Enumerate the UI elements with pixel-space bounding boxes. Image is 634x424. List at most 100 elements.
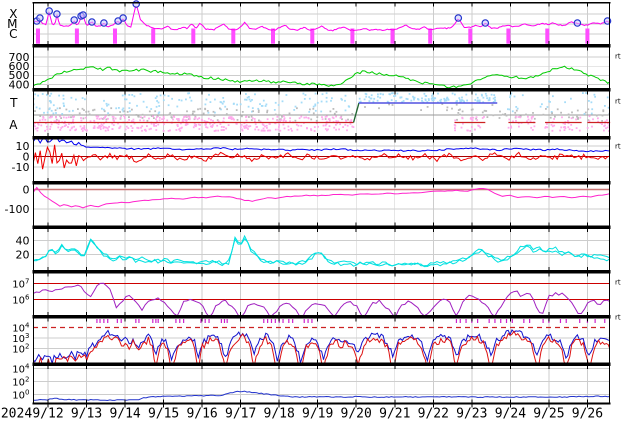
y-axis-label: -10: [12, 161, 30, 174]
bz-component-line: [33, 144, 610, 170]
ta-scatter: [33, 92, 610, 132]
y-axis-label: 104: [12, 362, 30, 375]
data-gap-bar: [390, 28, 395, 44]
panel-grid: [33, 366, 610, 403]
flare-marker-icon: [45, 7, 54, 15]
data-gap-bar: [310, 28, 315, 44]
y-axis-label: 102: [12, 375, 29, 388]
x-axis-day-label: 9/12: [32, 407, 63, 422]
x-axis-day-label: 9/17: [225, 407, 256, 422]
flare-marker-icon: [119, 14, 127, 22]
y-axis-label: 500: [9, 69, 30, 82]
y-axis-label: 20: [16, 248, 30, 261]
flare-marker-icon: [100, 19, 108, 27]
y-axis-label: 10: [16, 140, 30, 153]
xray-flux-line: [33, 5, 610, 32]
y-axis-label: T: [9, 96, 18, 110]
x-axis-day-label: 9/21: [379, 407, 410, 422]
x-axis-day-label: 9/23: [456, 407, 487, 422]
flux-red-line: [33, 330, 610, 363]
y-axis-labels: XMC700600500400TA100-100-100402010710610…: [5, 7, 31, 401]
x-axis-day-label: 9/18: [264, 407, 295, 422]
flare-marker-icon: [70, 16, 79, 24]
dst-line: [33, 186, 610, 209]
x-axis-day-label: 9/26: [572, 407, 603, 422]
y-axis-label: 0: [23, 183, 30, 196]
panel-electron-flux: [33, 273, 610, 315]
rt-label: rt: [615, 53, 621, 61]
density-line: [33, 237, 610, 268]
rt-label: rt: [615, 143, 621, 151]
flare-marker-icon: [53, 10, 61, 18]
panel-temp-anisotropy: [32, 91, 611, 136]
panel-dst-index: [33, 184, 610, 226]
data-gap-bar: [350, 28, 355, 44]
flare-marker-icon: [88, 18, 96, 26]
bt-total-field-line: [33, 139, 610, 153]
panel-solar-wind-speed: [33, 47, 610, 88]
x-axis-day-label: 9/15: [148, 407, 179, 422]
y-axis-label: X: [9, 7, 17, 21]
data-gap-bar: [74, 28, 79, 44]
data-gap-bar: [113, 28, 117, 44]
x-axis-day-label: 9/19: [302, 407, 333, 422]
y-axis-label: 600: [9, 60, 30, 73]
y-axis-label: 400: [9, 78, 30, 91]
x-axis-day-label: 9/16: [186, 407, 217, 422]
x-axis-labels: 2024 9/12 9/13 9/14 9/15 9/16 9/17 9/18 9/19 9/20…: [1, 407, 603, 422]
t-ramp-line: [352, 102, 360, 123]
y-axis-label: M: [7, 17, 17, 31]
y-axis-label: 40: [16, 234, 30, 247]
rt-label: rt: [615, 98, 621, 106]
panel-goes-xray-flux: [32, 0, 612, 44]
x-axis-day-label: 9/13: [71, 407, 102, 422]
flare-marker-icon: [481, 19, 490, 27]
data-gap-bar: [428, 28, 433, 44]
x-axis-day-label: 9/24: [495, 407, 526, 422]
flare-marker-icon: [454, 14, 463, 22]
rt-label: rt: [615, 314, 621, 322]
data-gap-bar: [231, 28, 236, 44]
x-axis-day-label: 9/22: [418, 407, 449, 422]
y-axis-label: 106: [12, 293, 30, 306]
data-gap-bar: [36, 28, 40, 44]
panel-imf-bt-bz: [33, 139, 610, 181]
wind-speed-line: [33, 65, 610, 88]
panel-borders: [32, 2, 611, 405]
rt-annotations: rt rt rt rt rt: [615, 53, 621, 322]
data-gap-bar: [545, 28, 550, 44]
panel-grid: [47, 273, 588, 315]
hep-flux-line: [33, 390, 610, 402]
data-gap-bar: [191, 28, 196, 44]
y-axis-label: 107: [12, 277, 29, 290]
x-axis-day-label: 9/14: [109, 407, 140, 422]
day-ticks: [47, 3, 588, 408]
data-gap-bar: [506, 28, 511, 44]
panel-high-energy-protons: [33, 366, 610, 403]
flare-marker-icon: [79, 11, 87, 19]
panel-grid: [33, 184, 610, 226]
panel-proton-flux: [33, 318, 610, 363]
y-axis-label: 0: [23, 150, 30, 163]
y-axis-label: 102: [12, 342, 29, 355]
panel-grid: [33, 139, 610, 181]
y-axis-label: -100: [5, 203, 30, 216]
electron-2mev-line: [33, 282, 610, 315]
x-axis-year-label: 2024: [1, 407, 32, 422]
y-axis-label: 103: [12, 332, 29, 345]
data-gap-bar: [468, 28, 473, 44]
flare-marker-icon: [36, 14, 44, 22]
x-axis-day-label: 9/25: [533, 407, 564, 422]
x-axis-day-label: 9/20: [341, 407, 372, 422]
flare-marker-icon: [573, 19, 582, 27]
y-axis-label: C: [9, 27, 17, 41]
y-axis-label: 700: [9, 51, 30, 64]
panel-proton-density: [33, 229, 610, 270]
flare-marker-icon: [132, 0, 141, 8]
y-axis-label: A: [9, 118, 18, 132]
data-gap-bar: [585, 28, 590, 44]
rt-label: rt: [615, 279, 621, 287]
data-gap-bar: [271, 28, 275, 44]
y-axis-label: 100: [12, 388, 29, 401]
